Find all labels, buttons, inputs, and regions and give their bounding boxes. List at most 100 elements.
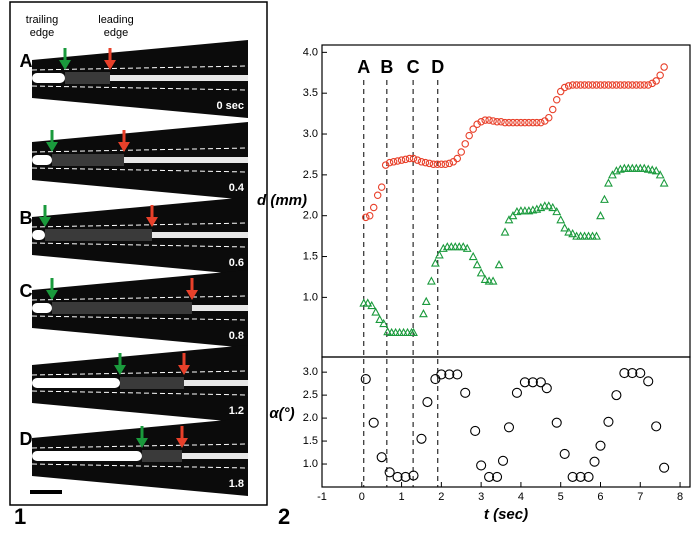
point [397, 156, 406, 164]
point [476, 460, 487, 471]
arrow-head [46, 290, 58, 300]
x-tick-label: 8 [677, 491, 683, 503]
point [660, 63, 668, 71]
point [521, 118, 529, 127]
point [513, 118, 521, 127]
x-tick-label: 6 [597, 491, 603, 503]
point [580, 81, 589, 89]
point [480, 274, 490, 283]
point [595, 440, 606, 451]
scale-bar [30, 490, 62, 494]
point [556, 87, 565, 96]
point [461, 140, 469, 148]
edge-dash [31, 147, 249, 153]
point [583, 471, 594, 482]
time-label: 0.8 [229, 330, 244, 342]
point [592, 81, 601, 89]
point [584, 81, 593, 89]
point [422, 396, 433, 408]
point [604, 178, 613, 187]
point [556, 215, 566, 224]
point [527, 377, 538, 388]
point [408, 470, 419, 481]
point [525, 118, 533, 127]
point [529, 118, 537, 127]
point [484, 471, 495, 482]
point [552, 206, 562, 216]
row-label: B [20, 208, 33, 228]
point [596, 211, 605, 220]
point [612, 81, 621, 89]
y-tick-label: 2.5 [303, 389, 318, 401]
point [485, 116, 493, 124]
point [389, 158, 398, 166]
point [640, 81, 648, 89]
arrow-head [136, 438, 148, 448]
arrow-head [178, 365, 190, 375]
phase-label: B [380, 57, 393, 77]
point [635, 368, 646, 379]
gap [110, 75, 248, 81]
point [383, 327, 393, 336]
point [651, 421, 662, 432]
panel-label: 2 [278, 504, 290, 529]
point [567, 471, 578, 482]
gap [192, 305, 248, 311]
point [632, 81, 641, 89]
point [462, 243, 472, 252]
point [545, 113, 553, 122]
point [377, 183, 386, 191]
edge-dash [31, 463, 249, 469]
point [620, 81, 629, 89]
gap [182, 453, 248, 459]
point [489, 117, 497, 125]
contact-zone [142, 450, 182, 462]
point [465, 131, 473, 140]
x-axis-label: t (sec) [484, 506, 528, 523]
point [460, 387, 471, 398]
point [401, 155, 410, 164]
arrow-head [104, 60, 116, 70]
edge-dash [31, 315, 249, 321]
point [375, 314, 385, 323]
arrow-head [186, 290, 198, 300]
gap [152, 232, 248, 238]
point [517, 118, 525, 127]
header-text: leading [98, 14, 133, 26]
point [430, 373, 441, 385]
point [611, 390, 622, 401]
arrow-head [146, 217, 158, 227]
point [564, 82, 573, 90]
edge-dash [31, 443, 249, 449]
point [481, 116, 489, 124]
point [437, 160, 446, 168]
point [588, 81, 597, 89]
point [453, 154, 462, 163]
point [419, 309, 428, 318]
point [508, 211, 518, 220]
point [416, 433, 427, 444]
gap [32, 303, 52, 313]
point [575, 471, 586, 482]
x-tick-label: 3 [478, 491, 484, 503]
point [600, 81, 609, 89]
point [592, 231, 601, 240]
y-tick-label: 1.0 [303, 291, 318, 303]
point [627, 368, 638, 379]
x-tick-label: 2 [438, 491, 444, 503]
point [476, 268, 486, 277]
point [643, 164, 653, 173]
point [636, 81, 645, 89]
time-label: 0.6 [229, 257, 244, 269]
gap [32, 378, 120, 388]
point [535, 377, 546, 388]
arrow-head [59, 60, 71, 70]
point [604, 81, 613, 89]
x-tick-label: 0 [359, 491, 365, 503]
contact-zone [65, 72, 110, 84]
y-tick-label: 3.5 [303, 87, 318, 99]
point [472, 260, 482, 269]
point [589, 456, 600, 467]
row-label: A [20, 51, 33, 71]
y-tick-label: 1.5 [303, 250, 318, 262]
